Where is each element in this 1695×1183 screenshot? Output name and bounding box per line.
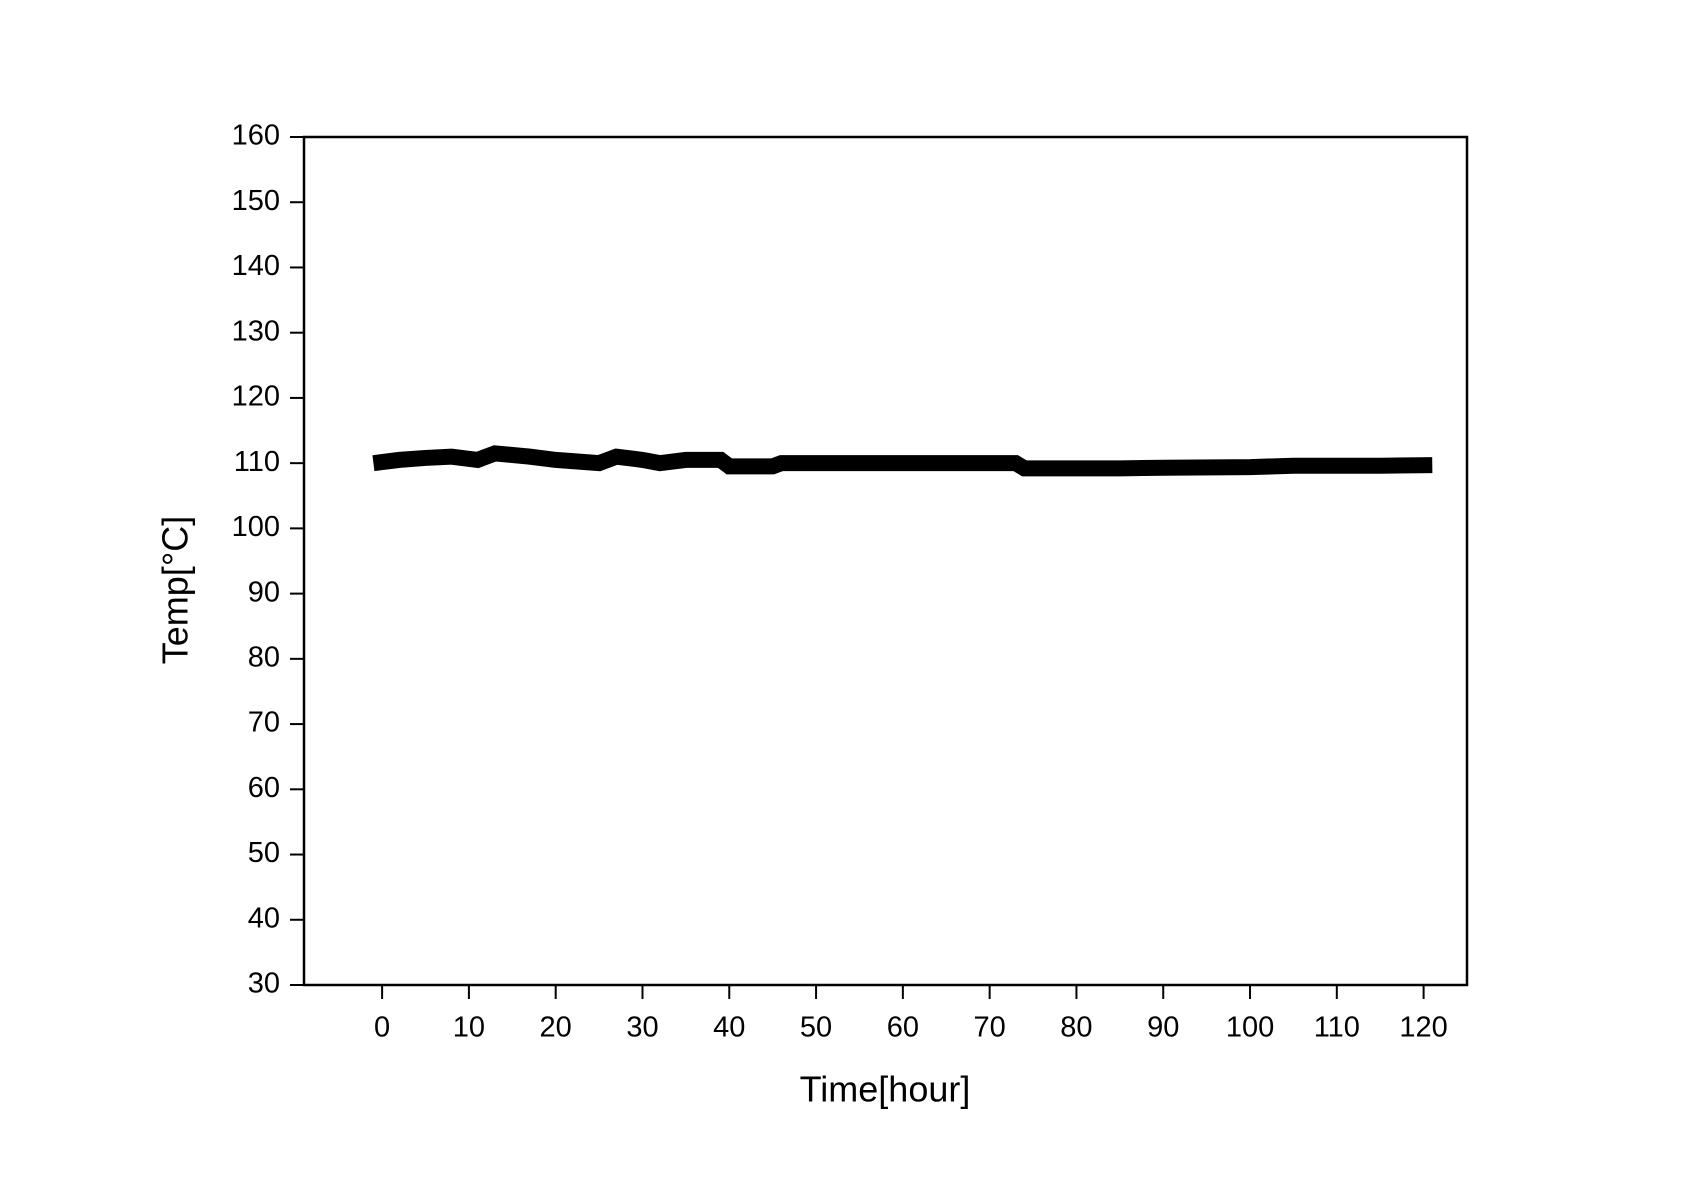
y-tick-label: 30 bbox=[248, 968, 280, 1000]
x-tick-label: 90 bbox=[1147, 1012, 1179, 1044]
y-tick-label: 50 bbox=[248, 837, 280, 869]
x-tick-label: 80 bbox=[1060, 1012, 1092, 1044]
y-tick-label: 60 bbox=[248, 772, 280, 804]
x-axis-label: Time[hour] bbox=[800, 1069, 971, 1110]
y-tick-label: 160 bbox=[232, 120, 280, 152]
y-tick-label: 150 bbox=[232, 185, 280, 217]
x-tick-label: 60 bbox=[887, 1012, 919, 1044]
plot-frame bbox=[302, 135, 1469, 987]
x-tick-label: 20 bbox=[540, 1012, 572, 1044]
y-axis-label: Temp[°C] bbox=[155, 516, 196, 664]
data-line bbox=[372, 445, 1433, 477]
y-tick-label: 120 bbox=[232, 381, 280, 413]
x-tick-label: 70 bbox=[974, 1012, 1006, 1044]
x-tick-label: 30 bbox=[626, 1012, 658, 1044]
x-tick-label: 10 bbox=[453, 1012, 485, 1044]
y-tick-label: 40 bbox=[248, 902, 280, 934]
x-tick-label: 110 bbox=[1314, 1012, 1360, 1044]
y-tick-label: 140 bbox=[232, 250, 280, 282]
x-tick-label: 50 bbox=[800, 1012, 832, 1044]
x-tick-label: 40 bbox=[713, 1012, 745, 1044]
x-tick-label: 0 bbox=[374, 1012, 390, 1044]
x-tick-label: 100 bbox=[1226, 1012, 1274, 1044]
y-tick-label: 80 bbox=[248, 642, 280, 674]
y-tick-label: 100 bbox=[232, 511, 280, 543]
y-tick-label: 130 bbox=[232, 315, 280, 347]
y-tick-label: 90 bbox=[248, 576, 280, 608]
x-tick-label: 120 bbox=[1399, 1012, 1447, 1044]
y-tick-label: 70 bbox=[248, 707, 280, 739]
y-tick-label: 110 bbox=[234, 446, 280, 478]
